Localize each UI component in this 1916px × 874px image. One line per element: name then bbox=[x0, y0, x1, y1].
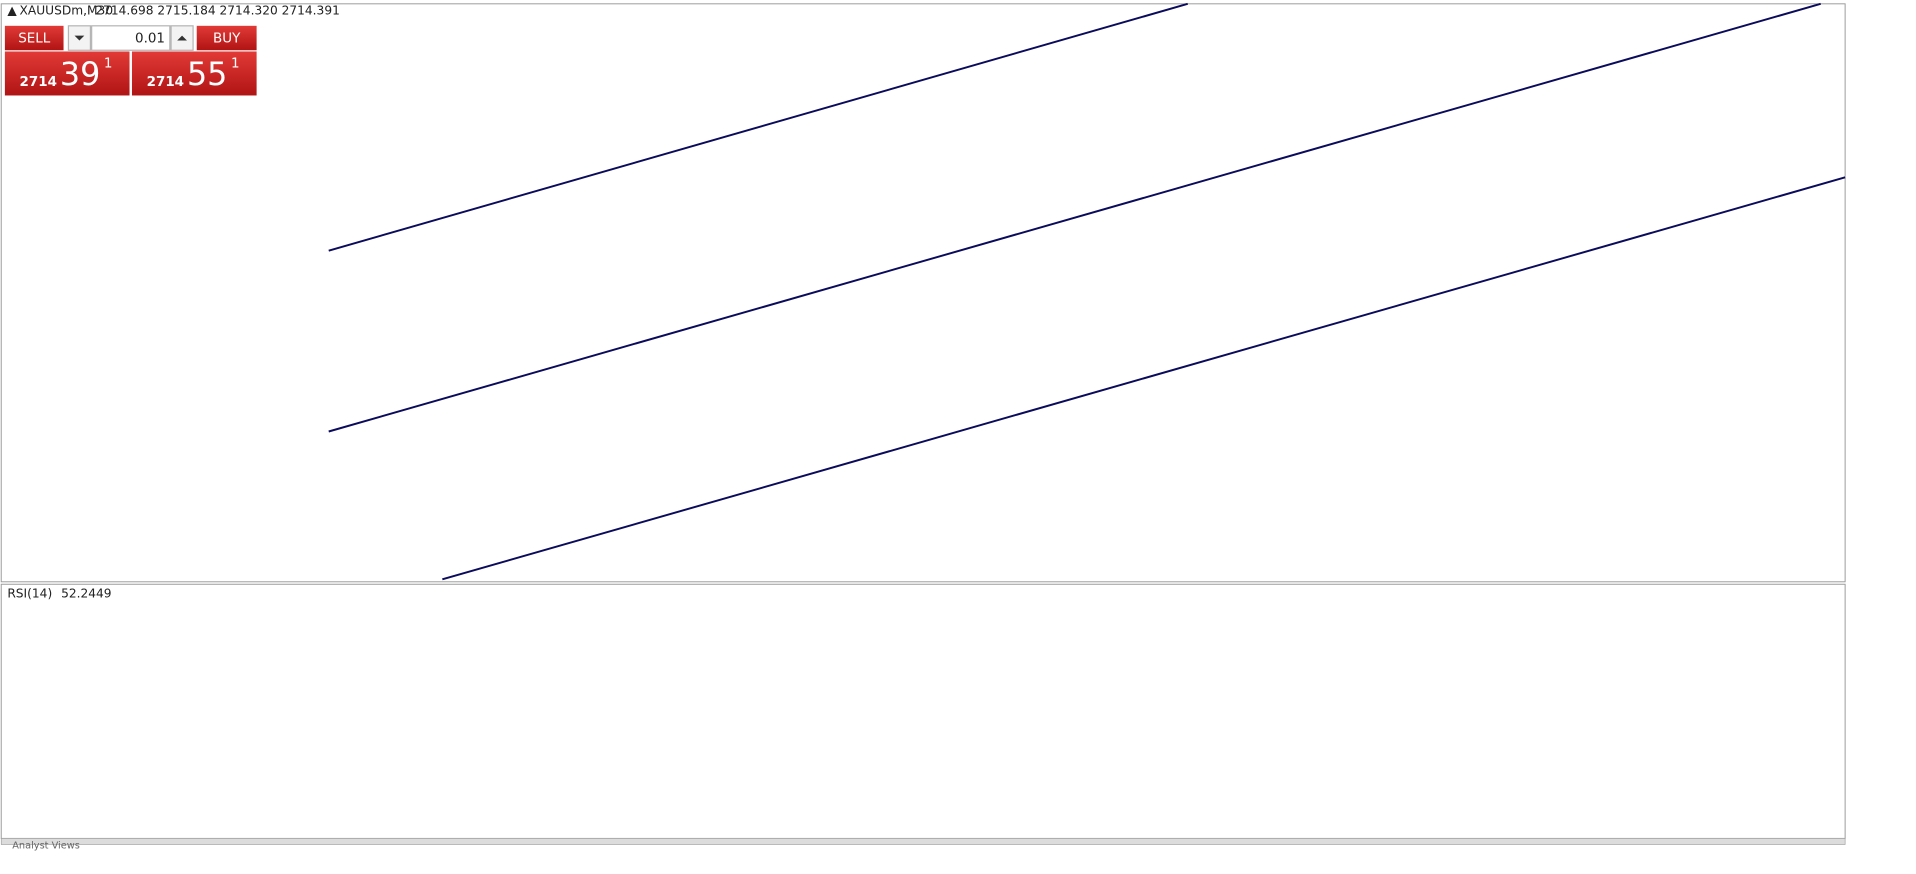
bid-main: 39 bbox=[60, 57, 100, 93]
rsi-title: RSI(14) bbox=[7, 587, 52, 601]
sell-label[interactable]: SELL bbox=[18, 32, 51, 47]
channel-line bbox=[328, 2, 1821, 433]
footer-tab[interactable]: Analyst Views bbox=[12, 841, 80, 852]
ask-main: 55 bbox=[187, 57, 227, 93]
ask-box[interactable] bbox=[131, 51, 257, 96]
footer-bar bbox=[0, 838, 1846, 845]
ask-sup: 1 bbox=[231, 57, 240, 72]
buy-button[interactable] bbox=[196, 25, 257, 51]
bid-sup: 1 bbox=[104, 57, 113, 72]
down-arrow bbox=[74, 35, 85, 41]
rsi-value: 52.2449 bbox=[61, 587, 111, 601]
header-ohlc: 2714.698 2715.184 2714.320 2714.391 bbox=[95, 4, 340, 18]
sell-button[interactable] bbox=[4, 25, 64, 51]
price-panel-frame bbox=[0, 3, 1846, 583]
header-icon: ▲ bbox=[7, 4, 17, 18]
bid-box[interactable] bbox=[4, 51, 130, 96]
bid-big: 2714 bbox=[20, 75, 57, 90]
symbol: XAUUSDm,M30 bbox=[20, 4, 114, 18]
lot-value[interactable]: 0.01 bbox=[135, 32, 165, 47]
ask-big: 2714 bbox=[147, 75, 184, 90]
trade-panel: SELL 0.01 BUY 2714 39 1 2714 55 1 bbox=[4, 25, 257, 96]
channel-line bbox=[328, 2, 1188, 252]
channel-lines bbox=[328, 2, 1846, 581]
buy-label[interactable]: BUY bbox=[213, 32, 241, 47]
channel-line bbox=[442, 176, 1846, 581]
lot-field[interactable] bbox=[91, 25, 171, 51]
up-arrow bbox=[177, 35, 187, 41]
